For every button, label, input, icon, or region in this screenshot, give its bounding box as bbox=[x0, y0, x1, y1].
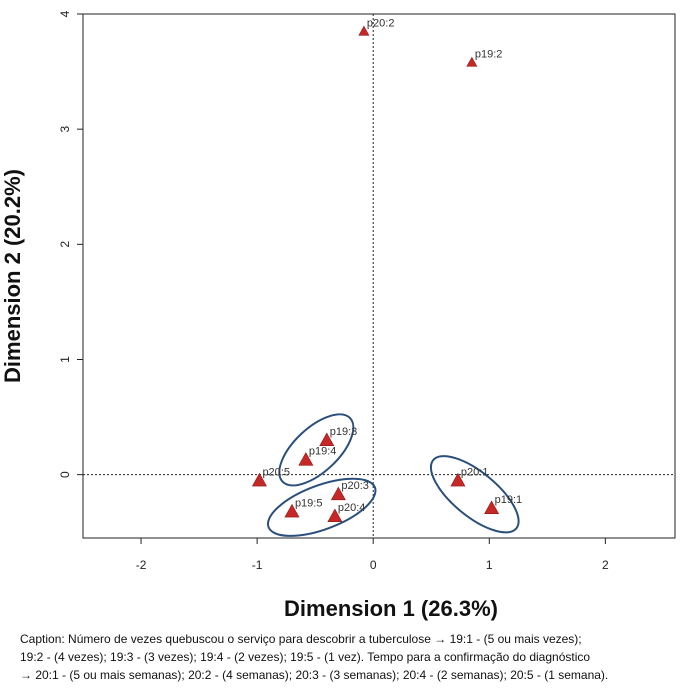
group-ellipses bbox=[266, 413, 520, 537]
data-point-label: p20:1 bbox=[461, 466, 489, 478]
figure-caption: Caption: Número de vezes quebuscou o ser… bbox=[20, 630, 695, 684]
x-tick-label: -2 bbox=[136, 558, 147, 572]
x-axis-title: Dimension 1 (26.3%) bbox=[284, 596, 498, 621]
x-tick-label: 0 bbox=[370, 558, 377, 572]
y-tick-label: 3 bbox=[58, 126, 72, 133]
y-tick-label: 0 bbox=[58, 471, 72, 478]
data-point-marker bbox=[284, 503, 300, 518]
data-point-label: p19:3 bbox=[330, 426, 358, 438]
y-axis-ticks: 0 1 2 3 4 bbox=[58, 10, 83, 478]
y-tick-label: 4 bbox=[58, 10, 72, 17]
data-point-label: p19:5 bbox=[295, 498, 323, 510]
data-point-marker bbox=[319, 432, 335, 447]
x-tick-label: 2 bbox=[602, 558, 609, 572]
y-axis-title: Dimension 2 (20.2%) bbox=[0, 169, 25, 383]
plot-frame bbox=[82, 13, 676, 539]
data-point-marker bbox=[330, 486, 346, 501]
data-point-label: p19:2 bbox=[475, 48, 503, 60]
caption-line-1: Caption: Número de vezes quebuscou o ser… bbox=[20, 632, 582, 646]
x-tick-label: 1 bbox=[486, 558, 493, 572]
data-point-label: p20:4 bbox=[338, 502, 366, 514]
data-points: p20:2 p19:2 p19:3 p19:4 p20:5 p20:3 p19:5 p20:4… bbox=[251, 17, 523, 523]
caption-line-2: 19:2 - (4 vezes); 19:3 - (3 vezes); 19:4… bbox=[20, 650, 591, 664]
data-point-marker bbox=[358, 25, 370, 36]
group-ellipse-lower-left bbox=[266, 477, 377, 537]
y-tick-label: 2 bbox=[58, 241, 72, 248]
data-point-marker bbox=[450, 472, 466, 487]
data-point-marker bbox=[251, 472, 267, 487]
data-point-label: p20:2 bbox=[367, 17, 395, 29]
data-point-label: p19:4 bbox=[309, 446, 337, 458]
data-point-marker bbox=[484, 500, 500, 514]
data-point-marker bbox=[298, 452, 314, 466]
data-point-marker bbox=[327, 508, 343, 523]
data-point-label: p20:3 bbox=[341, 480, 369, 492]
caption-line-3: → 20:1 - (5 ou mais semanas); 20:2 - (4 … bbox=[20, 668, 609, 682]
group-ellipse-upper-left bbox=[278, 413, 355, 487]
x-tick-label: -1 bbox=[252, 558, 263, 572]
y-tick-label: 1 bbox=[58, 356, 72, 363]
x-axis-ticks: -2 -1 0 1 2 bbox=[136, 538, 609, 572]
reference-lines bbox=[83, 14, 675, 538]
data-point-label: p20:5 bbox=[262, 466, 290, 478]
plot-frame-group bbox=[82, 13, 676, 539]
data-point-label: p19:1 bbox=[495, 494, 523, 506]
group-ellipse-right bbox=[429, 455, 520, 534]
data-point-marker bbox=[466, 56, 478, 67]
